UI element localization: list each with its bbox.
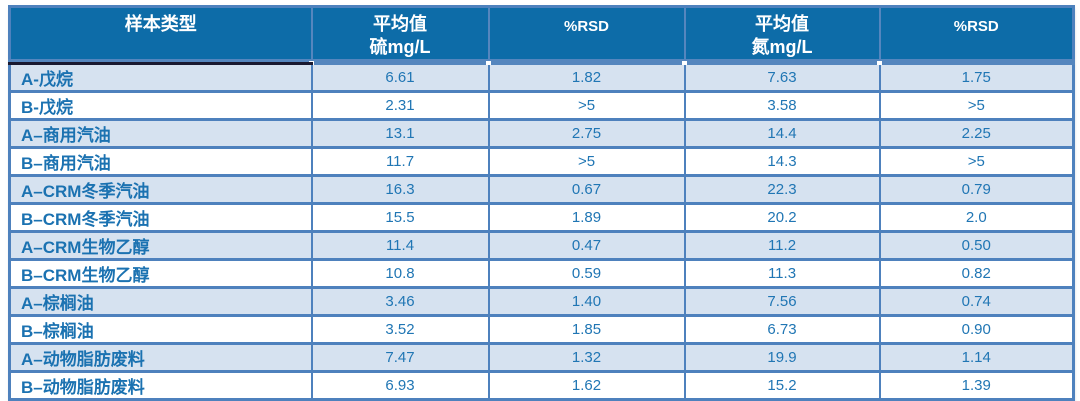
sample-type-cell: A–CRM生物乙醇 xyxy=(8,230,313,261)
sulfur-average-cell: 11.4 xyxy=(310,230,490,261)
nitrogen-average-cell: 7.56 xyxy=(683,286,881,317)
sample-type-cell: A–棕榈油 xyxy=(8,286,313,317)
results-table: 样本类型 平均值硫mg/L %RSD 平均值氮mg/L %RSD A-戊烷 6.… xyxy=(8,5,1075,401)
nitrogen-average-cell: 20.2 xyxy=(683,202,881,233)
nitrogen-rsd-cell: 1.75 xyxy=(878,60,1075,93)
table-row: A–棕榈油 3.46 1.40 7.56 0.74 xyxy=(8,286,1075,317)
nitrogen-rsd-cell: >5 xyxy=(878,146,1075,177)
table-row: B-戊烷 2.31 >5 3.58 >5 xyxy=(8,90,1075,121)
sulfur-rsd-cell: 1.32 xyxy=(487,342,686,373)
nitrogen-rsd-cell: >5 xyxy=(878,90,1075,121)
sulfur-average-cell: 3.52 xyxy=(310,314,490,345)
sulfur-rsd-cell: 1.89 xyxy=(487,202,686,233)
nitrogen-rsd-cell: 0.50 xyxy=(878,230,1075,261)
nitrogen-rsd-cell: 2.0 xyxy=(878,202,1075,233)
sulfur-average-cell: 7.47 xyxy=(310,342,490,373)
table-row: B–动物脂肪废料 6.93 1.62 15.2 1.39 xyxy=(8,370,1075,401)
sulfur-rsd-cell: >5 xyxy=(487,146,686,177)
sulfur-average-cell: 10.8 xyxy=(310,258,490,289)
nitrogen-rsd-cell: 0.74 xyxy=(878,286,1075,317)
sulfur-rsd-cell: 0.67 xyxy=(487,174,686,205)
table-row: B–CRM冬季汽油 15.5 1.89 20.2 2.0 xyxy=(8,202,1075,233)
header-sulfur-average: 平均值硫mg/L xyxy=(309,5,490,65)
nitrogen-average-cell: 15.2 xyxy=(683,370,881,401)
sulfur-rsd-cell: 0.59 xyxy=(487,258,686,289)
nitrogen-average-cell: 22.3 xyxy=(683,174,881,205)
sample-type-cell: B-戊烷 xyxy=(8,90,313,121)
sulfur-average-cell: 3.46 xyxy=(310,286,490,317)
table-row: A-戊烷 6.61 1.82 7.63 1.75 xyxy=(8,60,1075,93)
nitrogen-rsd-cell: 1.39 xyxy=(878,370,1075,401)
sulfur-average-cell: 13.1 xyxy=(310,118,490,149)
table-body: A-戊烷 6.61 1.82 7.63 1.75 B-戊烷 2.31 >5 3.… xyxy=(8,60,1075,401)
nitrogen-average-cell: 11.3 xyxy=(683,258,881,289)
nitrogen-average-cell: 11.2 xyxy=(683,230,881,261)
nitrogen-rsd-cell: 0.90 xyxy=(878,314,1075,345)
nitrogen-rsd-cell: 0.82 xyxy=(878,258,1075,289)
nitrogen-rsd-cell: 2.25 xyxy=(878,118,1075,149)
sulfur-average-cell: 16.3 xyxy=(310,174,490,205)
sulfur-rsd-cell: 1.82 xyxy=(487,60,686,93)
sulfur-rsd-cell: 2.75 xyxy=(487,118,686,149)
sample-type-cell: A–动物脂肪废料 xyxy=(8,342,313,373)
sample-type-cell: A–商用汽油 xyxy=(8,118,313,149)
sulfur-rsd-cell: 0.47 xyxy=(487,230,686,261)
sample-type-cell: B–商用汽油 xyxy=(8,146,313,177)
header-nitrogen-average: 平均值氮mg/L xyxy=(682,5,881,65)
header-nitrogen-average-line1: 平均值 xyxy=(755,14,809,34)
nitrogen-average-cell: 14.3 xyxy=(683,146,881,177)
nitrogen-average-cell: 3.58 xyxy=(683,90,881,121)
nitrogen-rsd-cell: 1.14 xyxy=(878,342,1075,373)
table-row: B–棕榈油 3.52 1.85 6.73 0.90 xyxy=(8,314,1075,345)
header-nitrogen-average-line2: 氮mg/L xyxy=(751,37,813,57)
nitrogen-rsd-cell: 0.79 xyxy=(878,174,1075,205)
header-sample-type: 样本类型 xyxy=(8,5,313,65)
sample-type-cell: B–动物脂肪废料 xyxy=(8,370,313,401)
sulfur-rsd-cell: 1.40 xyxy=(487,286,686,317)
header-sulfur-average-line1: 平均值 xyxy=(373,14,427,34)
sulfur-average-cell: 11.7 xyxy=(310,146,490,177)
nitrogen-average-cell: 19.9 xyxy=(683,342,881,373)
sulfur-rsd-cell: 1.62 xyxy=(487,370,686,401)
sulfur-rsd-cell: 1.85 xyxy=(487,314,686,345)
header-sulfur-average-line2: 硫mg/L xyxy=(369,37,431,57)
header-sulfur-rsd: %RSD xyxy=(486,5,686,65)
table-row: A–CRM生物乙醇 11.4 0.47 11.2 0.50 xyxy=(8,230,1075,261)
header-nitrogen-rsd: %RSD xyxy=(877,5,1075,65)
nitrogen-average-cell: 7.63 xyxy=(683,60,881,93)
sample-type-cell: B–CRM生物乙醇 xyxy=(8,258,313,289)
sulfur-average-cell: 2.31 xyxy=(310,90,490,121)
table-row: A–商用汽油 13.1 2.75 14.4 2.25 xyxy=(8,118,1075,149)
table-row: A–CRM冬季汽油 16.3 0.67 22.3 0.79 xyxy=(8,174,1075,205)
table-row: A–动物脂肪废料 7.47 1.32 19.9 1.14 xyxy=(8,342,1075,373)
table-row: B–商用汽油 11.7 >5 14.3 >5 xyxy=(8,146,1075,177)
nitrogen-average-cell: 6.73 xyxy=(683,314,881,345)
sulfur-average-cell: 15.5 xyxy=(310,202,490,233)
sample-type-cell: B–CRM冬季汽油 xyxy=(8,202,313,233)
sulfur-average-cell: 6.93 xyxy=(310,370,490,401)
results-table-container: 样本类型 平均值硫mg/L %RSD 平均值氮mg/L %RSD A-戊烷 6.… xyxy=(8,5,1075,401)
sample-type-cell: A–CRM冬季汽油 xyxy=(8,174,313,205)
nitrogen-average-cell: 14.4 xyxy=(683,118,881,149)
sample-type-cell: A-戊烷 xyxy=(8,60,313,93)
table-header: 样本类型 平均值硫mg/L %RSD 平均值氮mg/L %RSD xyxy=(8,5,1075,65)
table-row: B–CRM生物乙醇 10.8 0.59 11.3 0.82 xyxy=(8,258,1075,289)
header-row: 样本类型 平均值硫mg/L %RSD 平均值氮mg/L %RSD xyxy=(8,5,1075,65)
sample-type-cell: B–棕榈油 xyxy=(8,314,313,345)
sulfur-average-cell: 6.61 xyxy=(310,60,490,93)
sulfur-rsd-cell: >5 xyxy=(487,90,686,121)
